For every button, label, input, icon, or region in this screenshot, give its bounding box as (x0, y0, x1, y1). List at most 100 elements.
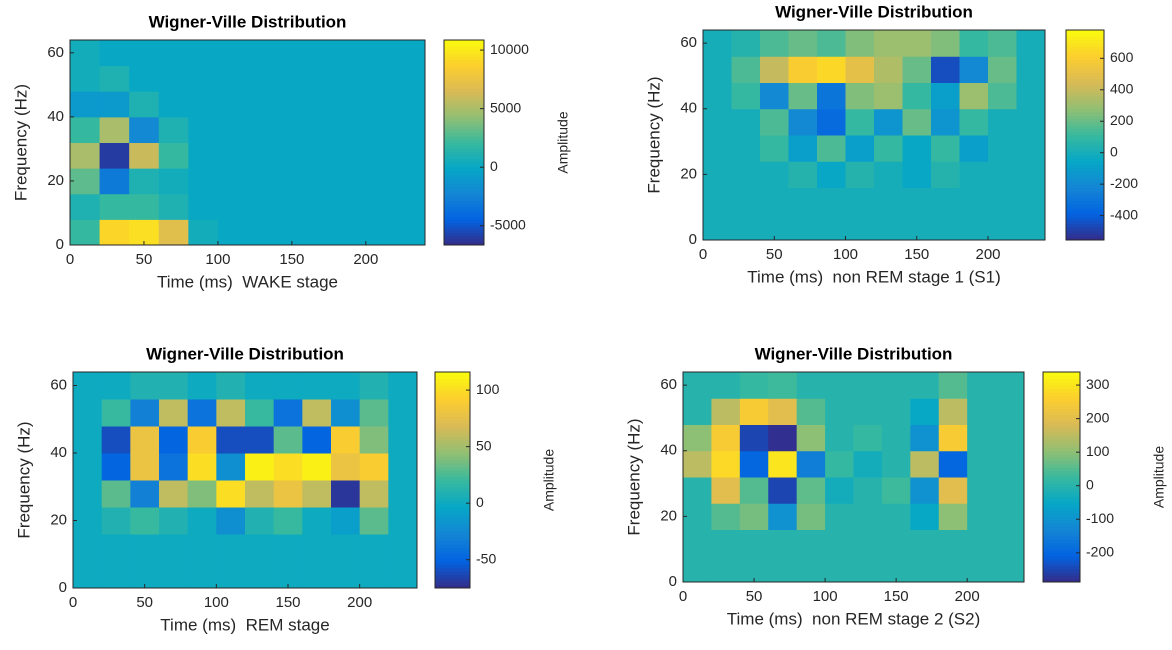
heatmap-cell (845, 82, 875, 110)
heatmap-cell (73, 453, 103, 481)
heatmap-cell (853, 424, 883, 452)
colorbar-swatch (444, 177, 484, 182)
heatmap-cell (273, 534, 303, 562)
colorbar-swatch (444, 91, 484, 95)
axes-box (72, 371, 418, 589)
heatmap-cell (247, 65, 278, 92)
heatmap-cell (910, 424, 940, 452)
colorbar-swatch (435, 547, 470, 552)
heatmap-cell (931, 30, 960, 57)
colorbar-swatch (435, 378, 470, 383)
heatmap-cell (788, 161, 818, 188)
heatmap-cell (711, 424, 741, 452)
heatmap-cell (683, 372, 712, 399)
heatmap-cell (881, 503, 911, 530)
heatmap-cell (336, 116, 367, 143)
heatmap-cell (70, 116, 101, 143)
heatmap-cell (245, 480, 275, 508)
colorbar-swatch (435, 571, 470, 575)
colorbar-swatch (1066, 148, 1104, 152)
colorbar-swatch (1043, 568, 1080, 573)
colorbar-swatch (1066, 118, 1104, 123)
colorbar-tick-label: 200 (1110, 112, 1134, 128)
colorbar-swatch (444, 171, 484, 176)
heatmap-cell (817, 187, 846, 215)
heatmap-cell (739, 450, 769, 478)
colorbar-swatch (1043, 552, 1080, 557)
heatmap-cell (216, 561, 246, 589)
heatmap-cell (388, 426, 418, 454)
heatmap-cell (1016, 161, 1046, 188)
heatmap-cell (853, 372, 883, 399)
heatmap-cell (1016, 135, 1046, 162)
heatmap-cell (302, 507, 332, 535)
colorbar-swatch (1043, 417, 1080, 422)
x-axis-label: Time (ms) WAKE stage (157, 272, 338, 291)
heatmap-cell (988, 30, 1017, 57)
colorbar-swatch (435, 503, 470, 508)
heatmap-cell (703, 161, 732, 188)
heatmap-cell (277, 40, 308, 67)
colorbar-swatch (1066, 144, 1104, 149)
colorbar-swatch (1043, 555, 1080, 560)
heatmap-cell (881, 529, 911, 557)
heatmap-cell (159, 372, 189, 400)
heatmap-cell (967, 398, 997, 425)
heatmap-cell (331, 399, 361, 427)
colorbar-swatch (1043, 467, 1080, 471)
colorbar-swatch (435, 432, 470, 437)
colorbar-swatch (1066, 75, 1104, 80)
chart-title: Wigner-Ville Distribution (146, 344, 344, 363)
colorbar-swatch (1066, 161, 1104, 166)
heatmap-cell (683, 477, 712, 504)
colorbar-swatch (1043, 578, 1080, 583)
colorbar-swatch (444, 120, 484, 124)
colorbar-swatch (444, 152, 484, 156)
heatmap-cell (359, 399, 389, 427)
heatmap-cell (336, 193, 367, 220)
heatmap-cell (336, 142, 367, 169)
heatmap-cell (247, 142, 278, 169)
colorbar-tick-label: 50 (476, 437, 492, 453)
heatmap-cell (874, 56, 903, 83)
colorbar-box (1042, 371, 1081, 583)
heatmap-cell (216, 453, 246, 481)
heatmap-cell (336, 168, 367, 195)
colorbar-swatch (444, 78, 484, 83)
colorbar-swatch (1066, 151, 1104, 156)
colorbar-swatch (1043, 513, 1080, 517)
colorbar-swatch (435, 442, 470, 447)
colorbar-swatch (1043, 490, 1080, 494)
heatmap-cell (187, 507, 217, 535)
heatmap-cell (365, 40, 396, 67)
heatmap-cell (788, 30, 818, 57)
heatmap-cell (931, 56, 960, 83)
colorbar-swatch (444, 107, 484, 111)
heatmap-cell (306, 219, 337, 246)
heatmap-cell (331, 372, 361, 400)
colorbar-swatch (435, 507, 470, 511)
colorbar-swatch (444, 200, 484, 204)
heatmap-cell (731, 30, 761, 57)
y-axis-label: Frequency (Hz) (14, 421, 33, 538)
colorbar-swatch (444, 65, 484, 70)
heatmap-cell (247, 168, 278, 195)
heatmap-cell (158, 193, 189, 220)
y-tick-label: 60 (50, 376, 67, 393)
heatmap-cell (988, 135, 1017, 162)
x-tick-label: 200 (347, 594, 372, 611)
heatmap-cell (99, 40, 130, 67)
colorbar-swatch (435, 409, 470, 413)
colorbar-swatch (435, 412, 470, 417)
y-tick-label: 60 (660, 376, 677, 393)
heatmap-cell (825, 503, 854, 530)
heatmap-cell (159, 534, 189, 562)
heatmap-cell (331, 453, 361, 481)
colorbar-swatch (435, 574, 470, 579)
heatmap-cell (796, 477, 826, 504)
y-tick-label: 0 (59, 579, 67, 596)
colorbar-swatch (1043, 388, 1080, 393)
heatmap-cell (902, 30, 932, 57)
heatmap-cell (845, 30, 875, 57)
x-tick-label: 100 (204, 594, 229, 611)
